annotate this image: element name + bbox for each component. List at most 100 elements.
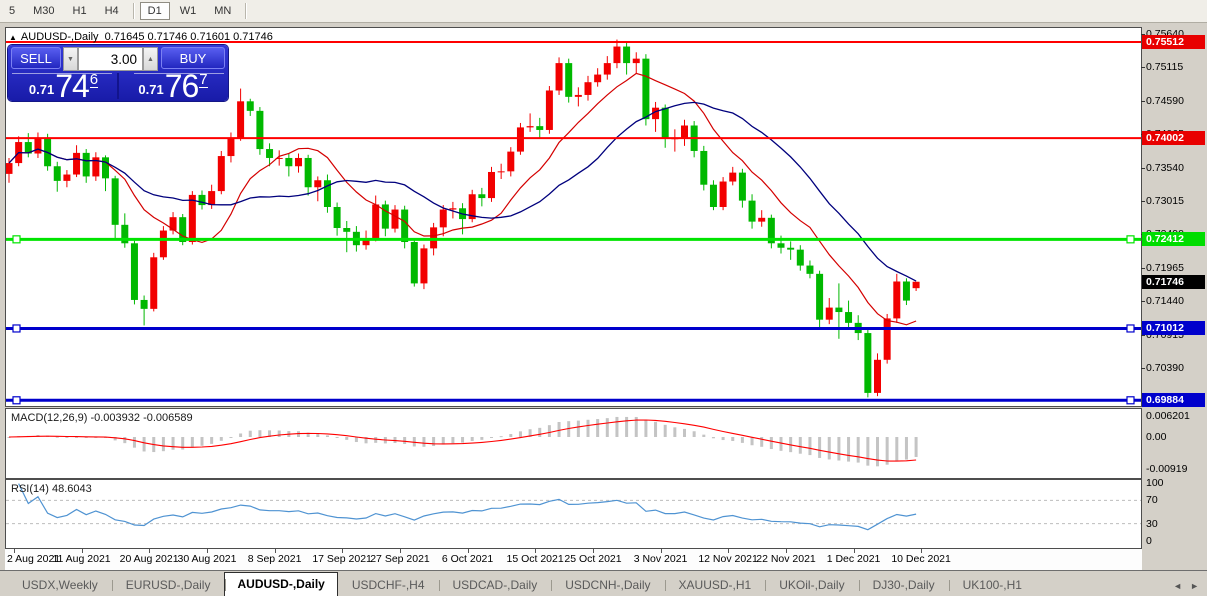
macd-label: MACD(12,26,9) -0.003932 -0.006589: [11, 412, 193, 424]
symbol-name: AUDUSD-,Daily: [20, 31, 99, 43]
candle: [893, 281, 901, 319]
macd-bar: [885, 437, 889, 465]
chart-tab-bar: USDX,Weekly EURUSD-,Daily AUDUSD-,Daily USD…: [0, 570, 1207, 596]
date-label: 27 Sep 2021: [370, 553, 430, 565]
macd-plot-area[interactable]: [6, 409, 1141, 476]
tab-scroll-controls: ◄ ►: [1173, 581, 1207, 596]
tab-usdcad-daily[interactable]: USDCAD-,Daily: [438, 574, 552, 596]
volume-decrease-icon[interactable]: ▼: [63, 47, 78, 71]
macd-bar: [557, 422, 561, 437]
timeframe-button-h1[interactable]: H1: [72, 5, 87, 17]
timeframe-button-m30[interactable]: M30: [33, 5, 55, 17]
tab-uk100-h1[interactable]: UK100-,H1: [948, 574, 1036, 596]
toolbar-separator: [132, 3, 134, 19]
tab-usdcnh-daily[interactable]: USDCNH-,Daily: [551, 574, 664, 596]
buy-divider: [134, 73, 224, 74]
candle: [111, 178, 119, 225]
price-badge-0.71746: 0.71746: [1142, 274, 1205, 289]
timeframe-button-h4[interactable]: H4: [104, 5, 119, 17]
rsi-axis-label: 0: [1146, 535, 1152, 547]
macd-bar: [673, 427, 677, 437]
date-tick: [149, 549, 151, 553]
price-tick-label: 0.75115: [1146, 61, 1184, 74]
candle: [536, 126, 544, 130]
date-tick: [853, 549, 855, 553]
candle: [545, 90, 553, 130]
date-label: 20 Aug 2021: [119, 553, 179, 565]
scroll-right-icon[interactable]: ►: [1190, 581, 1199, 591]
timeframe-button-d1[interactable]: D1: [139, 2, 170, 20]
macd-bar: [518, 431, 522, 437]
chart-title: ▲ AUDUSD-,Daily 0.71645 0.71746 0.71601 0…: [9, 31, 273, 43]
tab-audusd-daily[interactable]: AUDUSD-,Daily: [224, 572, 338, 596]
rsi-label: RSI(14) 48.6043: [11, 483, 92, 495]
tab-dj30-daily[interactable]: DJ30-,Daily: [858, 574, 949, 596]
candle: [362, 238, 370, 246]
timeframe-button-mn[interactable]: MN: [214, 5, 232, 17]
candle: [603, 63, 611, 75]
macd-bar: [432, 437, 436, 447]
macd-bar: [239, 433, 243, 437]
macd-bar: [94, 437, 98, 438]
macd-bar: [123, 437, 127, 444]
level-handle[interactable]: [12, 235, 21, 244]
date-label: 25 Oct 2021: [564, 553, 622, 565]
candle: [449, 208, 457, 210]
candle: [478, 194, 486, 199]
date-label: 15 Oct 2021: [506, 553, 564, 565]
scroll-left-icon[interactable]: ◄: [1173, 581, 1183, 591]
level-handle[interactable]: [1126, 235, 1135, 244]
level-handle[interactable]: [12, 324, 21, 333]
volume-input[interactable]: [78, 47, 143, 71]
buy-price-display[interactable]: 0.71 76 7: [120, 70, 226, 102]
timeframe-button-5[interactable]: 5: [9, 5, 16, 17]
rsi-plot-area[interactable]: [6, 480, 1141, 546]
candle: [73, 152, 81, 175]
candle: [130, 243, 138, 300]
macd-bar: [142, 437, 146, 452]
macd-bar: [615, 416, 619, 437]
macd-bar: [644, 419, 648, 437]
macd-bar: [914, 437, 918, 457]
macd-axis-label: 0.006201: [1146, 409, 1190, 422]
candle: [24, 142, 32, 154]
sell-price-display[interactable]: 0.71 74 6: [10, 70, 117, 102]
one-click-trading-panel: SELL ▼ ▲ BUY 0.71 74 6 0.71 76 7: [8, 45, 228, 102]
candle: [642, 58, 650, 120]
chart-plot-area[interactable]: [6, 28, 1141, 405]
level-handle[interactable]: [12, 396, 21, 405]
tab-xauusd-h1[interactable]: XAUUSD-,H1: [664, 574, 766, 596]
timeframe-button-w1[interactable]: W1: [179, 5, 197, 17]
tab-usdx-weekly[interactable]: USDX,Weekly: [22, 578, 98, 592]
macd-bar: [740, 437, 744, 443]
tab-usdchf-h4[interactable]: USDCHF-,H4: [351, 578, 425, 592]
macd-bar: [161, 437, 165, 452]
tab-eurusd-daily[interactable]: EURUSD-,Daily: [111, 574, 225, 596]
buy-price-prefix: 0.71: [138, 82, 164, 97]
macd-bar: [306, 432, 310, 437]
level-handle[interactable]: [1126, 324, 1135, 333]
ohlc-values: 0.71645 0.71746 0.71601 0.71746: [104, 31, 273, 43]
level-handle[interactable]: [1126, 396, 1135, 405]
candle: [372, 204, 380, 239]
candle: [507, 151, 515, 172]
candle: [652, 107, 660, 120]
date-tick: [207, 549, 208, 553]
candle: [285, 157, 293, 167]
tab-ukoil-daily[interactable]: UKOil-,Daily: [765, 574, 858, 596]
macd-bar: [132, 437, 136, 448]
macd-bar: [721, 437, 725, 441]
rsi-axis-label: 70: [1146, 494, 1158, 507]
candle: [237, 101, 245, 139]
candle: [883, 318, 891, 360]
volume-increase-icon[interactable]: ▲: [143, 47, 158, 71]
sell-button[interactable]: SELL: [11, 47, 61, 69]
macd-bar: [345, 437, 349, 440]
macd-bar: [354, 437, 358, 443]
candle: [179, 217, 187, 243]
buy-button[interactable]: BUY: [161, 47, 225, 69]
candle: [227, 138, 235, 157]
collapse-icon[interactable]: ▲: [9, 33, 17, 42]
macd-bar: [895, 437, 899, 462]
price-axis[interactable]: 0.756400.751150.745900.740650.735400.730…: [1141, 27, 1207, 547]
